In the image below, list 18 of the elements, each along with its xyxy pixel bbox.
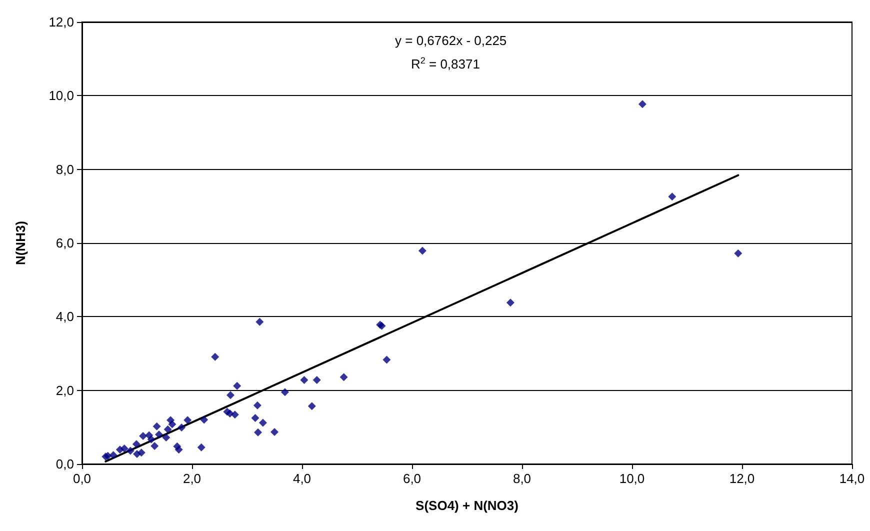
annotation: y = 0,6762x - 0,225 [395, 33, 507, 48]
x-tick-label: 2,0 [182, 471, 202, 486]
x-tick-label: 12,0 [729, 471, 755, 486]
x-axis-title: S(SO4) + N(NO3) [416, 498, 518, 513]
y-tick-label: 12,0 [48, 14, 74, 30]
x-tick-label: 10,0 [619, 471, 645, 486]
y-axis-title: N(NH3) [13, 220, 28, 266]
y-tick-label: 4,0 [56, 309, 74, 324]
y-tick-label: 10,0 [48, 88, 74, 104]
y-tick-label: 0,0 [56, 456, 74, 472]
y-tick-label: 2,0 [56, 382, 74, 398]
x-tick-label: 14,0 [839, 471, 865, 486]
x-tick-label: 0,0 [72, 471, 92, 486]
y-tick-label: 6,0 [56, 236, 74, 250]
x-tick-label: 6,0 [402, 471, 422, 486]
x-tick-label: 8,0 [512, 471, 532, 486]
x-tick-label: 4,0 [292, 471, 312, 486]
y-tick-label: 8,0 [56, 162, 74, 177]
